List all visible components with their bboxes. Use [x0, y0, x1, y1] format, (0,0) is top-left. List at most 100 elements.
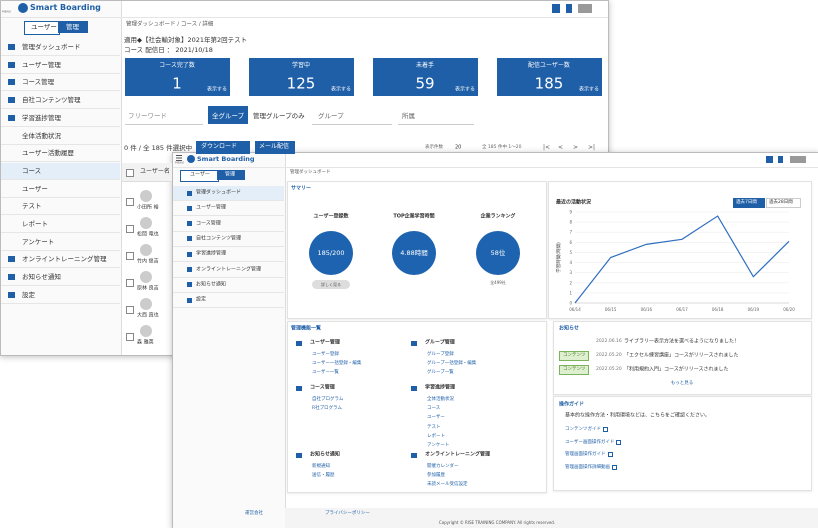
tab[interactable]: ユーザー	[31, 22, 57, 31]
menu-item[interactable]: お知らせ通知	[196, 281, 226, 288]
function-link[interactable]: レポート	[427, 433, 445, 439]
guide-link[interactable]: 管理画面操作ガイド	[565, 452, 606, 458]
function-link[interactable]: 全体活動状況	[427, 396, 454, 402]
dept-select[interactable]	[398, 106, 474, 125]
pager-button[interactable]: >	[573, 144, 579, 151]
user-name[interactable]: 森 雅英	[137, 339, 154, 346]
function-link[interactable]: グループ登録	[427, 351, 454, 357]
notice-text[interactable]: 「エクセル練習講座」コースがリリースされました	[624, 352, 739, 359]
function-link[interactable]: ユーザー	[427, 415, 445, 421]
button-label[interactable]: 管理グループのみ	[253, 111, 305, 120]
stat-card[interactable]	[125, 58, 230, 96]
footer-link[interactable]: プライバシーポリシー	[325, 510, 370, 516]
menu-item[interactable]: ユーザー管理	[196, 204, 226, 211]
button-label[interactable]: メール配信	[259, 143, 290, 150]
function-link[interactable]: 自社プログラム	[312, 396, 344, 402]
menu-item[interactable]: コース管理	[196, 220, 221, 227]
function-link[interactable]: 新規通知	[312, 463, 330, 469]
user-name[interactable]: 小田所 裕	[137, 204, 159, 211]
checkbox[interactable]	[126, 252, 134, 260]
stat-card[interactable]	[249, 58, 354, 96]
checkbox[interactable]	[126, 169, 134, 177]
menu-item[interactable]: 管理ダッシュボード	[196, 189, 242, 196]
notice-text[interactable]: ライブラリー表示方法を選べるようになりました！	[624, 338, 740, 345]
menu-item[interactable]: テスト	[22, 202, 42, 211]
menu-item[interactable]: 全体活動状況	[22, 131, 61, 140]
checkbox[interactable]	[126, 198, 134, 206]
menu-item[interactable]: 設定	[196, 296, 207, 303]
menu-item[interactable]: 学習進捗管理	[196, 250, 227, 257]
guide-link[interactable]: 管理画面操作詳細動画	[565, 464, 610, 470]
all-group-btn[interactable]	[208, 106, 248, 124]
stat-card[interactable]	[373, 58, 478, 96]
range-btn[interactable]	[766, 198, 801, 208]
button-label[interactable]: 過去28日間	[769, 199, 793, 205]
footer-link[interactable]: 運営会社	[245, 510, 263, 516]
tab[interactable]: ユーザー	[190, 171, 210, 178]
card-link[interactable]: 表示する	[579, 86, 600, 93]
checkbox[interactable]	[126, 333, 134, 341]
tab-admin[interactable]	[217, 170, 245, 180]
menu-item[interactable]: ユーザー活動履歴	[22, 148, 74, 157]
stat-card[interactable]	[497, 58, 602, 96]
group-select[interactable]	[312, 106, 392, 125]
function-link[interactable]: 参加履歴	[427, 472, 445, 478]
user-name[interactable]: 原林 良吉	[137, 285, 159, 292]
keyword-input[interactable]	[125, 106, 203, 125]
function-link[interactable]: アンケート	[427, 442, 450, 448]
menu-item[interactable]: 学習進捗管理	[22, 113, 61, 122]
function-link[interactable]: グループ一覧	[427, 370, 454, 376]
function-link[interactable]: テスト	[427, 424, 441, 430]
download-btn[interactable]	[196, 141, 250, 154]
function-link[interactable]: 未読メール受信設定	[427, 482, 468, 488]
button-label[interactable]: 過去7日間	[736, 199, 757, 205]
breadcrumb: 管理ダッシュボード / コース / 詳細	[126, 21, 214, 28]
function-link[interactable]: R社プログラム	[312, 405, 342, 411]
menu-item[interactable]: お知らせ通知	[22, 272, 61, 281]
menu-item[interactable]: レポート	[22, 219, 48, 228]
card-link[interactable]: 表示する	[455, 86, 476, 93]
checkbox[interactable]	[126, 225, 134, 233]
menu-item[interactable]: オンライントレーニング管理	[22, 255, 107, 264]
guide-link[interactable]: ユーザー画面操作ガイド	[565, 439, 615, 445]
range-btn[interactable]	[733, 198, 765, 208]
function-link[interactable]: グループ一括登録・編集	[427, 360, 477, 366]
pager-button[interactable]: <	[558, 144, 564, 151]
pager-button[interactable]: >|	[588, 144, 596, 151]
menu-item[interactable]: アンケート	[22, 237, 55, 246]
notice-text[interactable]: 「利用規約入門」コースがリリースされました	[624, 366, 729, 373]
button-label[interactable]: ダウンロード	[201, 143, 238, 150]
menu-item[interactable]: 管理ダッシュボード	[22, 42, 81, 51]
tab-admin[interactable]	[58, 21, 88, 33]
menu-item[interactable]: オンライントレーニング管理	[196, 266, 262, 272]
pager-button[interactable]: |<	[543, 144, 551, 151]
user-name[interactable]: 竹内 俊吉	[137, 258, 159, 265]
function-link[interactable]: 送信・履歴	[312, 472, 335, 478]
user-name[interactable]: 大西 直也	[137, 312, 159, 319]
menu-item[interactable]: コース管理	[22, 78, 55, 87]
function-link[interactable]: ユーザー一括登録・編集	[312, 360, 362, 366]
button-label[interactable]: 全グループ	[212, 111, 245, 120]
card-link[interactable]: 表示する	[207, 86, 228, 93]
function-link[interactable]: ユーザー登録	[312, 351, 339, 357]
checkbox[interactable]	[126, 306, 134, 314]
menu-item[interactable]: ユーザー管理	[22, 60, 61, 69]
function-link[interactable]: コース	[427, 405, 441, 411]
tab[interactable]: 管理	[66, 22, 79, 31]
user-name[interactable]: 松岡 竜也	[137, 231, 159, 238]
guide-link[interactable]: コンテンツガイド	[565, 426, 601, 432]
menu-item[interactable]: 設定	[22, 290, 35, 299]
menu-item[interactable]: ユーザー	[22, 184, 48, 193]
button-label[interactable]: 詳しく見る	[321, 282, 341, 287]
card-link[interactable]: 表示する	[331, 86, 352, 93]
tab[interactable]: 管理	[225, 171, 236, 178]
function-link[interactable]: 開催カレンダー	[427, 463, 459, 469]
more-link[interactable]: もっと見る	[670, 380, 694, 386]
menu-item[interactable]: コース	[22, 166, 42, 175]
detail-btn[interactable]	[312, 280, 350, 289]
menu-item[interactable]: 自社コンテンツ管理	[22, 95, 81, 104]
function-link[interactable]: ユーザー一覧	[312, 370, 339, 376]
menu-item[interactable]: 自社コンテンツ管理	[196, 235, 242, 242]
checkbox[interactable]	[126, 279, 134, 287]
mail-btn[interactable]	[255, 141, 295, 154]
